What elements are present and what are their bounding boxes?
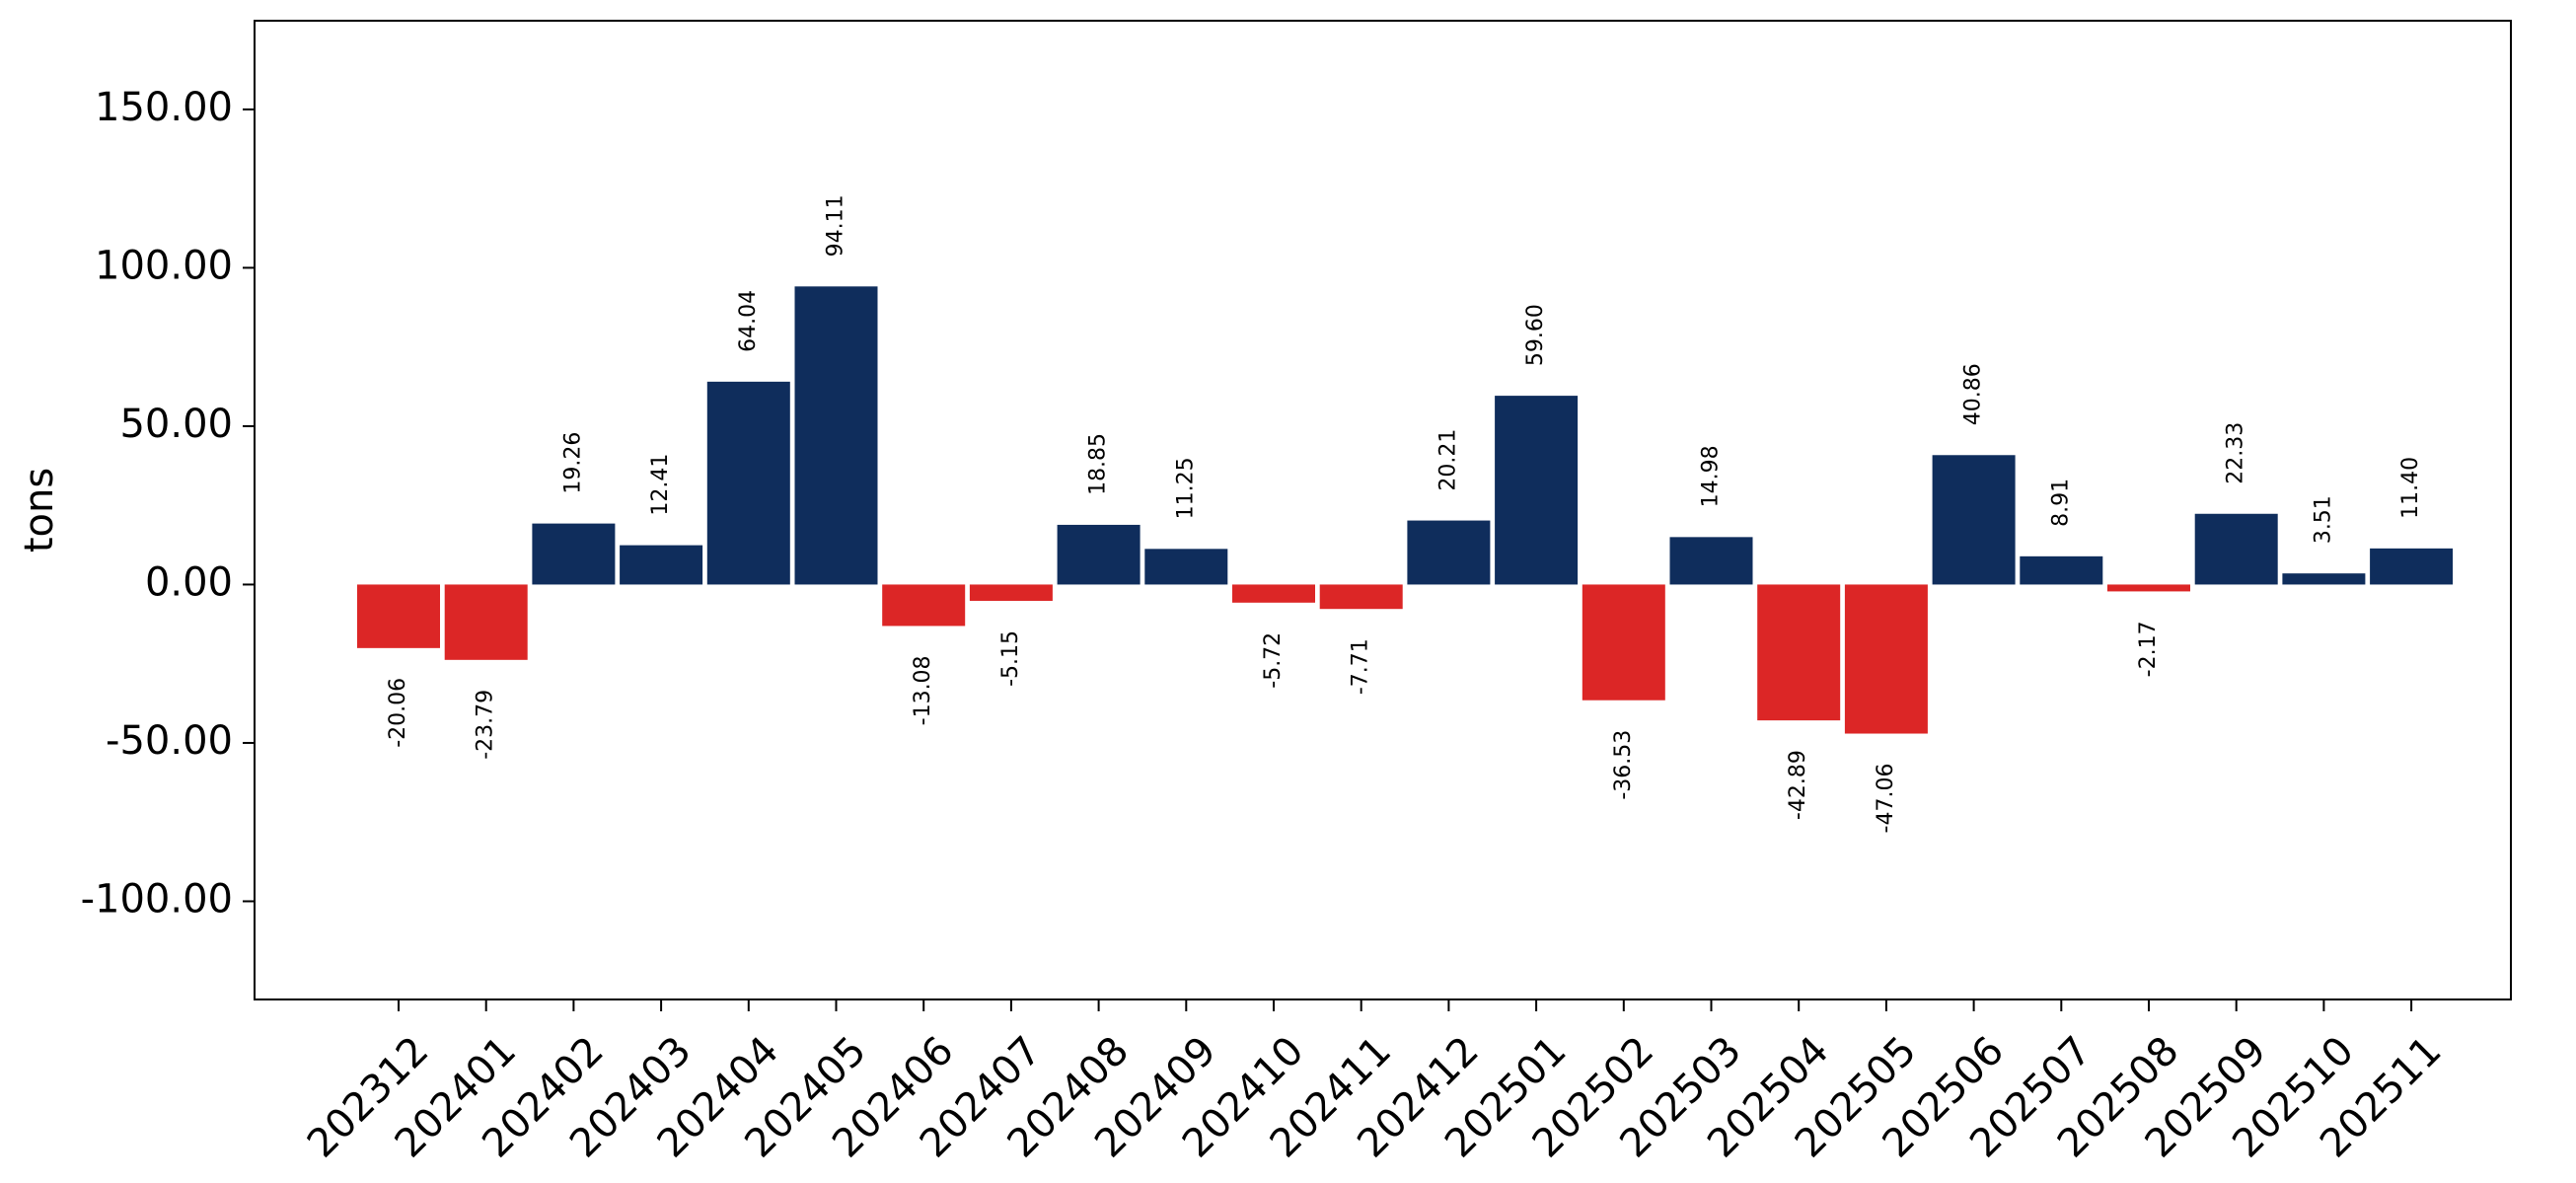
value-label-202505: -47.06 (1874, 764, 1898, 834)
value-label-202412: 20.21 (1435, 429, 1460, 491)
value-label-202508: -2.17 (2136, 621, 2161, 677)
bar-202403 (620, 545, 703, 585)
bar-202507 (2020, 555, 2103, 585)
value-label-202403: 12.41 (648, 454, 673, 516)
value-label-202402: 19.26 (560, 432, 585, 494)
y-tick-label-150.00: 150.00 (95, 85, 233, 130)
bar-202412 (1407, 520, 1491, 585)
value-label-202502: -36.53 (1611, 730, 1636, 800)
bar-202401 (444, 584, 528, 660)
bar-202510 (2282, 573, 2366, 585)
value-label-202504: -42.89 (1786, 750, 1810, 820)
bar-202509 (2194, 513, 2278, 585)
bar-202402 (532, 523, 616, 585)
bar-202506 (1932, 455, 2016, 585)
value-label-202506: 40.86 (1961, 363, 1986, 425)
y-tick-label--50.00: -50.00 (106, 718, 233, 764)
value-label-202407: -5.15 (998, 630, 1023, 687)
bar-202408 (1057, 524, 1141, 585)
value-label-202401: -23.79 (474, 690, 498, 760)
bar-202502 (1582, 584, 1665, 701)
x-axis: 2023122024012024022024032024042024052024… (299, 999, 2451, 1166)
bar-202407 (969, 584, 1053, 601)
y-tick-label-100.00: 100.00 (95, 243, 233, 288)
value-label-202405: 94.11 (824, 194, 848, 257)
value-label-202503: 14.98 (1699, 445, 1724, 507)
bar-202501 (1495, 396, 1579, 585)
plot-frame (254, 20, 2512, 1000)
y-tick-label--100.00: -100.00 (81, 876, 233, 922)
y-axis: -100.00 -50.00 0.00 50.00 100.00 150.00 (81, 85, 255, 922)
y-axis-label: tons (17, 468, 62, 553)
bar-202406 (882, 584, 966, 627)
bar-202409 (1144, 549, 1228, 585)
value-label-202501: 59.60 (1523, 304, 1548, 366)
value-label-202511: 11.40 (2398, 457, 2423, 519)
bar-202312 (357, 584, 440, 648)
bar-202410 (1232, 584, 1315, 603)
y-tick-label-0.00: 0.00 (145, 559, 233, 605)
value-label-202410: -5.72 (1261, 632, 1286, 689)
bar-202504 (1757, 584, 1841, 721)
value-labels-group: -20.06 -23.79 19.26 12.41 64.04 94.11 -13.08 -5… (386, 194, 2423, 833)
value-label-202509: 22.33 (2224, 422, 2248, 484)
y-tick-label-50.00: 50.00 (119, 402, 233, 447)
value-label-202406: -13.08 (911, 655, 935, 725)
value-label-202510: 3.51 (2311, 495, 2335, 544)
bar-202411 (1319, 584, 1403, 610)
bar-202503 (1669, 537, 1753, 585)
bar-202508 (2107, 584, 2190, 592)
value-label-202312: -20.06 (386, 678, 410, 748)
value-label-202409: 11.25 (1173, 457, 1198, 519)
value-label-202408: 18.85 (1086, 433, 1111, 495)
value-label-202507: 8.91 (2048, 479, 2073, 527)
value-label-202411: -7.71 (1349, 638, 1373, 695)
value-label-202404: 64.04 (736, 290, 761, 352)
bars-group (357, 286, 2454, 734)
bar-202505 (1844, 584, 1928, 734)
bar-202405 (794, 286, 878, 585)
bar-202511 (2370, 548, 2454, 585)
bar-202404 (706, 381, 790, 585)
